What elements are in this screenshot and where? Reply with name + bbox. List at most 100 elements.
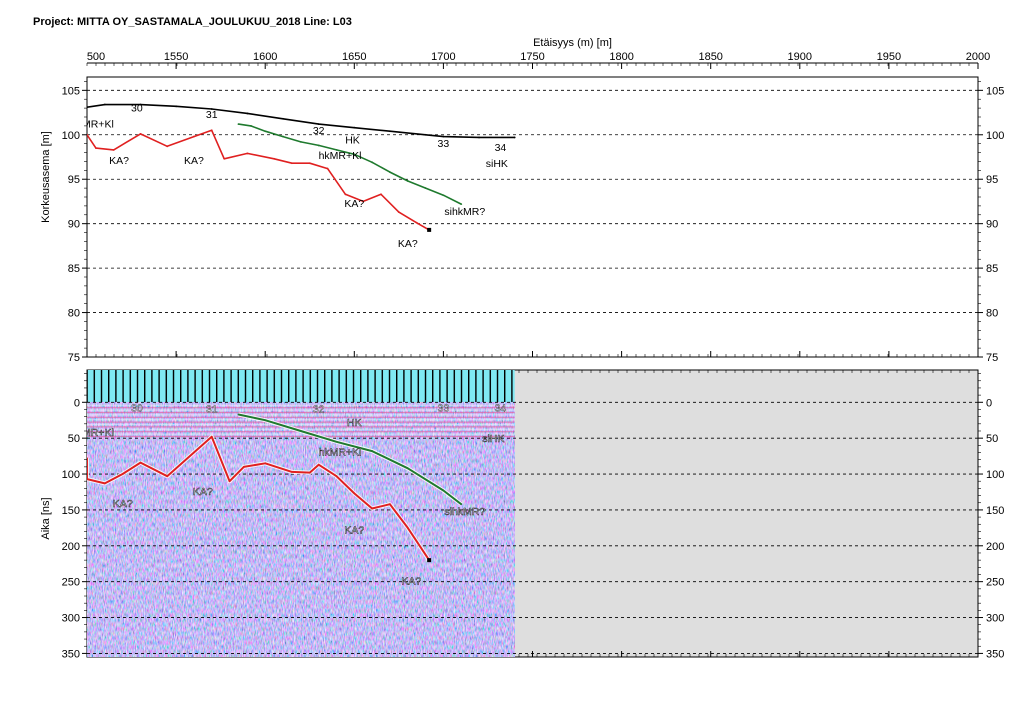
series-point bbox=[250, 124, 252, 127]
series-point bbox=[112, 148, 115, 151]
series-point bbox=[166, 475, 169, 478]
series-point bbox=[308, 162, 311, 165]
series-point bbox=[460, 503, 463, 506]
annotation-label: sihkMR? bbox=[444, 506, 485, 518]
series-point bbox=[264, 130, 267, 133]
series-point bbox=[442, 194, 445, 197]
annotation-label: hkMR+Kl bbox=[319, 150, 362, 162]
series-point bbox=[406, 467, 409, 470]
series-point bbox=[87, 478, 88, 480]
y-tick-label: 95 bbox=[68, 174, 80, 186]
y-tick-label: 250 bbox=[62, 577, 80, 589]
series-point bbox=[103, 103, 106, 106]
x-tick-label: 1600 bbox=[253, 51, 277, 63]
x-axis-title: Etäisyys (m) [m] bbox=[533, 37, 612, 49]
x-tick-label: 1700 bbox=[431, 51, 455, 63]
series-point bbox=[210, 129, 213, 132]
annotation-label: HK bbox=[347, 417, 362, 429]
series-point bbox=[317, 463, 320, 466]
series-point bbox=[228, 480, 231, 483]
page-title: Project: MITTA OY_SASTAMALA_JOULUKUU_201… bbox=[33, 16, 352, 28]
series-point bbox=[291, 162, 293, 165]
series-point bbox=[353, 153, 356, 156]
series-point bbox=[317, 123, 320, 126]
y-tick-label-right: 250 bbox=[986, 577, 1004, 589]
x-axis-top: Etäisyys (m) [m] 500 1550 1600 1650 1700 1750 1… bbox=[86, 37, 990, 69]
station-label: 33 bbox=[438, 138, 450, 150]
x-tick-label: 1950 bbox=[877, 51, 901, 63]
series-point bbox=[424, 133, 427, 136]
y-tick-label-right: 75 bbox=[986, 352, 998, 364]
y-tick-label: 85 bbox=[68, 263, 80, 275]
elevation-series: 30 31 32 33 34 hkMR+Kl KA? KA? HK hkMR+Kl siHK KA? s… bbox=[87, 103, 516, 250]
series-point bbox=[389, 171, 391, 174]
radargram-series: 30 31 32 33 34 hkMR+Kl HK siHK hkMR+Kl KA? KA? sihk… bbox=[71, 402, 507, 588]
annotation-label: KA? bbox=[344, 198, 364, 210]
series-point bbox=[193, 135, 195, 138]
annotation-label: sihkMR? bbox=[444, 206, 485, 218]
series-point bbox=[353, 126, 356, 129]
y-tick-label: 0 bbox=[74, 397, 80, 409]
y-tick-label: 100 bbox=[62, 130, 80, 142]
series-point bbox=[282, 135, 284, 138]
radargram-noise bbox=[87, 402, 515, 657]
series-point bbox=[371, 507, 374, 510]
y-tick-label: 350 bbox=[62, 648, 80, 660]
y-tick-label: 100 bbox=[62, 469, 80, 481]
y-tick-label-right: 95 bbox=[986, 174, 998, 186]
series-point bbox=[513, 136, 516, 139]
ground-surface-line bbox=[87, 103, 515, 139]
y-tick-label: 80 bbox=[68, 308, 80, 320]
annotation-label: hkMR+Kl bbox=[319, 446, 362, 458]
groundwater-line bbox=[238, 413, 462, 505]
elevation-y-axis: 105 105 100 100 95 95 90 90 85 85 80 80 75 75 Korkeusa… bbox=[40, 81, 1004, 364]
station-label: 33 bbox=[438, 403, 450, 415]
annotation-label: hkMR+Kl bbox=[71, 427, 114, 439]
series-point bbox=[299, 430, 302, 432]
series-point bbox=[237, 413, 240, 416]
series-point bbox=[264, 419, 267, 422]
series-point bbox=[478, 136, 480, 139]
y-tick-label-right: 85 bbox=[986, 263, 998, 275]
series-point bbox=[95, 147, 97, 150]
annotation-label: KA? bbox=[344, 525, 364, 537]
station-label: 32 bbox=[313, 125, 325, 137]
bedrock-surface-line bbox=[87, 435, 430, 561]
y-tick-label: 300 bbox=[62, 613, 80, 625]
x-tick-label: 1800 bbox=[609, 51, 633, 63]
x-tick-label: 1650 bbox=[342, 51, 366, 63]
series-point bbox=[424, 187, 427, 190]
series-point bbox=[380, 193, 382, 196]
annotation-label: KA? bbox=[109, 155, 129, 167]
groundwater-line bbox=[238, 123, 462, 205]
trace-marker-band bbox=[87, 370, 515, 403]
annotation-label: siHK bbox=[482, 433, 504, 445]
station-label: 34 bbox=[495, 142, 507, 154]
y-tick-label: 90 bbox=[68, 219, 80, 231]
series-point bbox=[291, 470, 293, 473]
series-point bbox=[353, 492, 356, 495]
station-label: 30 bbox=[131, 403, 143, 415]
series-point bbox=[371, 161, 374, 164]
y-tick-label: 75 bbox=[68, 352, 80, 364]
series-point bbox=[335, 148, 338, 151]
series-point bbox=[308, 471, 311, 474]
x-tick-label: 1850 bbox=[698, 51, 722, 63]
series-point bbox=[415, 221, 418, 224]
y-tick-label-right: 50 bbox=[986, 433, 998, 445]
annotation-label: KA? bbox=[193, 486, 213, 498]
y-tick-label: 50 bbox=[68, 433, 80, 445]
series-point bbox=[139, 132, 142, 135]
radargram-y-axis-title: Aika [ns] bbox=[40, 497, 52, 539]
series-point bbox=[246, 112, 249, 115]
line-end-marker bbox=[427, 558, 432, 563]
series-point bbox=[175, 105, 178, 108]
series-point bbox=[87, 106, 88, 109]
x-tick-label: 2000 bbox=[966, 51, 990, 63]
x-tick-label: 1900 bbox=[788, 51, 812, 63]
series-point bbox=[210, 435, 213, 438]
station-label: 30 bbox=[131, 103, 143, 115]
y-tick-label-right: 0 bbox=[986, 397, 992, 409]
y-tick-label-right: 105 bbox=[986, 85, 1004, 97]
